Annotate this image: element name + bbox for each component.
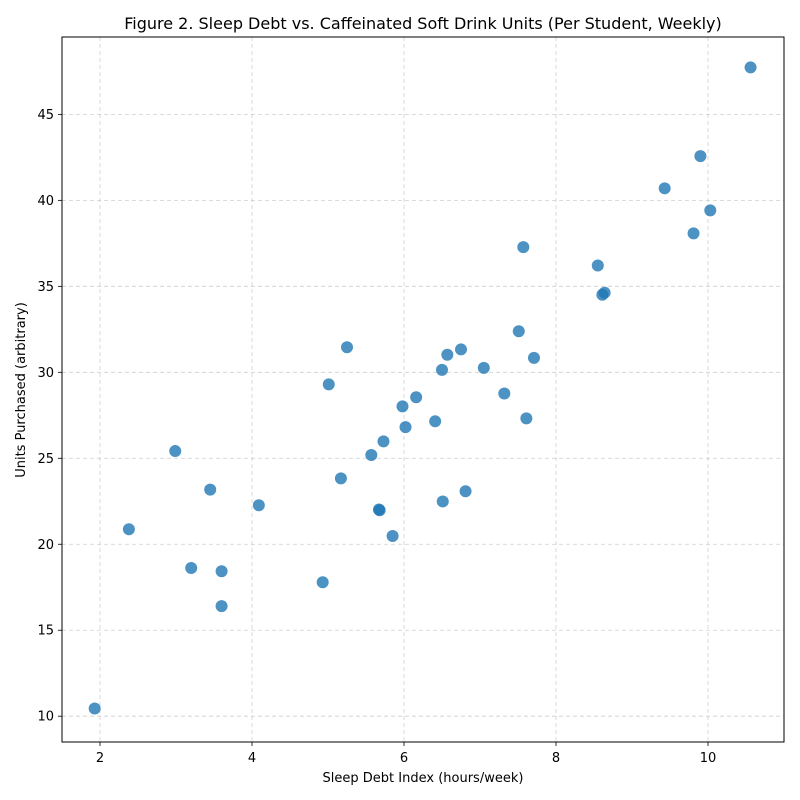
- data-point: [373, 504, 386, 517]
- y-tick-label: 35: [37, 280, 54, 295]
- y-tick-label: 20: [37, 538, 54, 553]
- data-point: [687, 227, 700, 240]
- y-tick-label: 15: [37, 624, 54, 639]
- data-point: [598, 286, 611, 299]
- data-point: [527, 351, 540, 364]
- data-point: [455, 343, 467, 356]
- data-point: [365, 449, 378, 462]
- data-point: [441, 348, 454, 361]
- data-point: [477, 361, 490, 374]
- data-point: [520, 412, 533, 425]
- y-tick-label: 40: [37, 194, 54, 209]
- data-point: [512, 325, 525, 338]
- data-point: [436, 495, 449, 508]
- data-point: [122, 523, 135, 536]
- x-tick-label: 2: [96, 751, 104, 766]
- data-points: [88, 61, 757, 715]
- x-axis-ticks: 2 4 6 8 10: [96, 742, 716, 766]
- y-axis-ticks: 10 15 20 25 30 35 40 45: [37, 108, 62, 725]
- plot-frame: [61, 36, 785, 743]
- data-point: [517, 241, 530, 254]
- x-tick-label: 4: [248, 751, 256, 766]
- data-point: [88, 702, 101, 715]
- data-point: [459, 485, 472, 498]
- data-point: [334, 472, 347, 485]
- data-point: [377, 435, 390, 448]
- data-point: [215, 565, 228, 578]
- data-point: [322, 378, 335, 391]
- x-axis-label: Sleep Debt Index (hours/week): [323, 771, 524, 786]
- data-point: [185, 561, 198, 574]
- data-point: [386, 530, 399, 543]
- x-tick-label: 8: [552, 751, 560, 766]
- data-point: [341, 341, 353, 354]
- y-axis-label: Units Purchased (arbitrary): [14, 302, 29, 478]
- data-point: [436, 363, 448, 376]
- data-point: [704, 204, 717, 217]
- y-tick-label: 10: [37, 710, 54, 725]
- data-point: [429, 415, 442, 428]
- chart-title: Figure 2. Sleep Debt vs. Caffeinated Sof…: [124, 14, 722, 33]
- data-point: [204, 483, 217, 496]
- data-point: [252, 499, 265, 512]
- data-point: [744, 61, 757, 74]
- data-point: [399, 421, 412, 434]
- data-point: [410, 391, 423, 404]
- data-point: [591, 259, 604, 272]
- data-point: [498, 387, 511, 400]
- data-point: [215, 600, 228, 613]
- y-tick-label: 30: [37, 366, 54, 381]
- x-tick-label: 6: [400, 751, 408, 766]
- y-tick-label: 45: [37, 108, 54, 123]
- y-tick-label: 25: [37, 452, 54, 467]
- grid: [62, 37, 784, 742]
- data-point: [694, 150, 707, 163]
- data-point: [316, 576, 329, 589]
- data-point: [396, 400, 409, 413]
- x-tick-label: 10: [700, 751, 717, 766]
- data-point: [658, 182, 671, 195]
- data-point: [169, 445, 182, 458]
